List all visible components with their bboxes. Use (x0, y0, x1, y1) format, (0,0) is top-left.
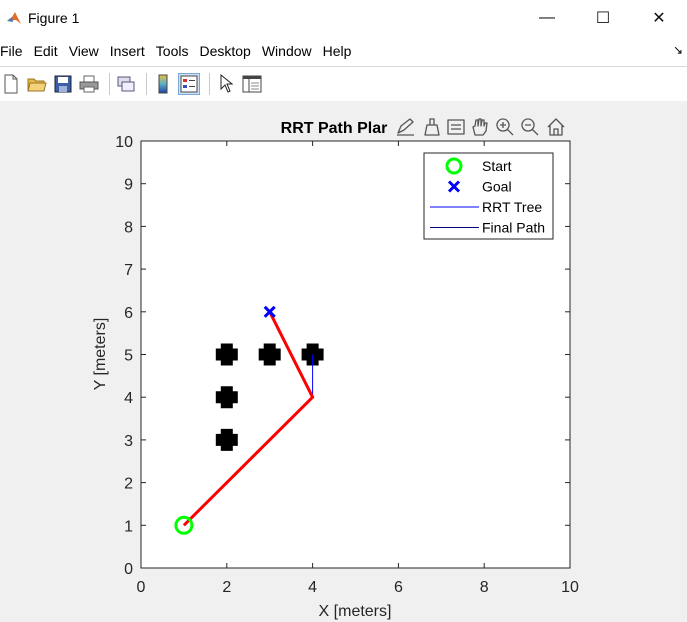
window-title: Figure 1 (28, 10, 80, 26)
zoom-in-icon-glyph (496, 118, 514, 136)
legend-start-marker (445, 157, 463, 175)
print-icon[interactable] (78, 73, 100, 95)
obstacle-marker (258, 343, 281, 366)
goal-marker (263, 305, 276, 318)
property-editor-icon[interactable] (241, 73, 263, 95)
home-icon-glyph (547, 118, 565, 136)
new-figure-icon[interactable] (0, 73, 22, 95)
brush-icon[interactable] (424, 118, 440, 136)
menu-edit[interactable]: Edit (33, 43, 58, 59)
brush-icon-glyph (424, 118, 440, 136)
y-tick-label: 8 (124, 219, 133, 236)
y-tick-label: 6 (124, 305, 133, 322)
obstacle-marker (215, 343, 238, 366)
menu-window[interactable]: Window (261, 43, 312, 59)
x-tick-label: 10 (561, 579, 579, 596)
zoom-out-icon[interactable] (521, 118, 539, 136)
y-tick-label: 0 (124, 561, 133, 578)
zoom-in-icon[interactable] (496, 118, 514, 136)
menu-tools[interactable]: Tools (155, 43, 189, 59)
y-axis-label: Y [meters] (92, 318, 109, 391)
chart-title: RRT Path Plar (281, 120, 388, 137)
home-icon[interactable] (547, 118, 565, 136)
minimize-button[interactable]: — (539, 9, 555, 26)
legend-label: Start (482, 158, 512, 174)
menu-bar: File Edit View Insert Tools Desktop Wind… (0, 36, 687, 66)
figure-toolbar (0, 66, 687, 102)
save-icon[interactable] (52, 73, 74, 95)
start-marker (174, 515, 194, 535)
close-button[interactable]: ✕ (652, 10, 666, 27)
menu-desktop[interactable]: Desktop (199, 43, 251, 59)
edit-plot-icon[interactable] (397, 118, 414, 136)
y-tick-label: 1 (124, 518, 133, 535)
x-tick-label: 6 (394, 579, 403, 596)
maximize-button[interactable]: ☐ (595, 10, 611, 27)
toolbar-separator (209, 73, 210, 95)
zoom-out-icon-glyph (521, 118, 539, 136)
menu-help[interactable]: Help (322, 43, 352, 59)
link-plot-icon[interactable] (115, 73, 137, 95)
obstacle-marker (215, 386, 238, 409)
toolbar-separator (109, 73, 110, 95)
menu-view[interactable]: View (68, 43, 99, 59)
plot-svg: 0 2 4 6 8 10 0 1 2 3 4 5 6 7 8 9 10 RRT Path Plar X [met… (92, 115, 579, 620)
final-path-line (182, 311, 315, 527)
y-tick-label: 3 (124, 433, 133, 450)
data-tip-icon-glyph (447, 119, 465, 135)
x-axis-label: X [meters] (319, 603, 392, 620)
open-file-icon[interactable] (26, 73, 48, 95)
title-bar: Figure 1 — ☐ ✕ (0, 0, 687, 36)
matlab-logo-icon (7, 12, 21, 24)
pointer-icon[interactable] (215, 73, 237, 95)
toolbar-separator (146, 73, 147, 95)
menu-insert[interactable]: Insert (109, 43, 145, 59)
x-tick-label: 2 (222, 579, 231, 596)
data-tip-icon[interactable] (447, 119, 465, 135)
x-tick-label: 8 (480, 579, 489, 596)
menu-overflow-icon[interactable]: ↘ (672, 43, 683, 57)
x-tick-label: 0 (137, 579, 146, 596)
y-tick-label: 9 (124, 177, 133, 194)
pan-icon-glyph (472, 118, 488, 136)
menu-file[interactable]: File (0, 43, 23, 59)
y-tick-label: 7 (124, 262, 133, 279)
legend-label: Goal (482, 179, 512, 195)
edit-plot-icon-glyph (397, 118, 414, 136)
y-tick-label: 10 (115, 134, 133, 151)
y-tick-label: 2 (124, 476, 133, 493)
figure-canvas: 0 2 4 6 8 10 0 1 2 3 4 5 6 7 8 9 10 RRT Path Plar X [met… (0, 101, 687, 622)
x-tick-label: 4 (308, 579, 317, 596)
y-tick-label: 4 (124, 390, 133, 407)
y-tick-label: 5 (124, 348, 133, 365)
legend-box (423, 152, 554, 240)
colorbar-icon[interactable] (152, 73, 174, 95)
legend-icon[interactable] (178, 73, 200, 95)
legend-label: RRT Tree (482, 199, 542, 215)
legend-goal-marker (447, 180, 461, 193)
legend-label: Final Path (482, 220, 545, 236)
obstacle-marker (215, 428, 238, 451)
pan-icon[interactable] (472, 118, 488, 136)
